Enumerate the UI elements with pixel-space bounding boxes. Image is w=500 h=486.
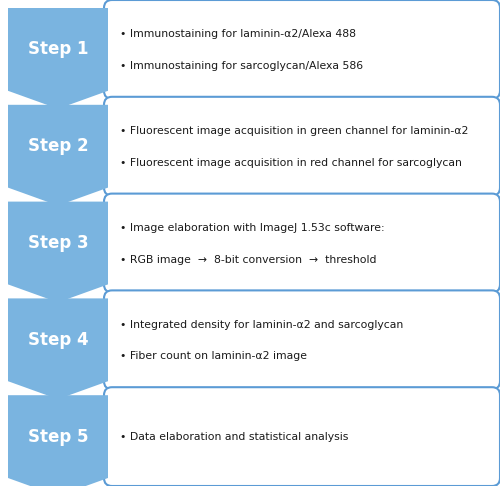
- Polygon shape: [8, 8, 108, 109]
- Text: • Immunostaining for laminin-α2/Alexa 488: • Immunostaining for laminin-α2/Alexa 48…: [120, 30, 356, 39]
- Polygon shape: [8, 298, 108, 399]
- FancyBboxPatch shape: [104, 387, 500, 486]
- FancyBboxPatch shape: [104, 97, 500, 195]
- Text: • Fluorescent image acquisition in green channel for laminin-α2: • Fluorescent image acquisition in green…: [120, 126, 469, 136]
- FancyBboxPatch shape: [104, 193, 500, 293]
- Text: • Data elaboration and statistical analysis: • Data elaboration and statistical analy…: [120, 432, 348, 442]
- Polygon shape: [8, 202, 108, 302]
- Text: Step 3: Step 3: [28, 234, 88, 252]
- Text: Step 4: Step 4: [28, 331, 88, 349]
- Text: Step 2: Step 2: [28, 137, 88, 155]
- Text: • Immunostaining for sarcoglycan/Alexa 586: • Immunostaining for sarcoglycan/Alexa 5…: [120, 61, 363, 71]
- Text: • Integrated density for laminin-α2 and sarcoglycan: • Integrated density for laminin-α2 and …: [120, 320, 403, 330]
- Text: • Image elaboration with ImageJ 1.53c software:: • Image elaboration with ImageJ 1.53c so…: [120, 223, 384, 233]
- Text: • Fluorescent image acquisition in red channel for sarcoglycan: • Fluorescent image acquisition in red c…: [120, 158, 462, 168]
- Text: • Fiber count on laminin-α2 image: • Fiber count on laminin-α2 image: [120, 351, 307, 362]
- FancyBboxPatch shape: [104, 0, 500, 99]
- FancyBboxPatch shape: [104, 291, 500, 389]
- Polygon shape: [8, 395, 108, 486]
- Text: • RGB image  →  8-bit conversion  →  threshold: • RGB image → 8-bit conversion → thresho…: [120, 255, 376, 264]
- Text: Step 5: Step 5: [28, 428, 88, 446]
- Polygon shape: [8, 105, 108, 206]
- Text: Step 1: Step 1: [28, 40, 88, 58]
